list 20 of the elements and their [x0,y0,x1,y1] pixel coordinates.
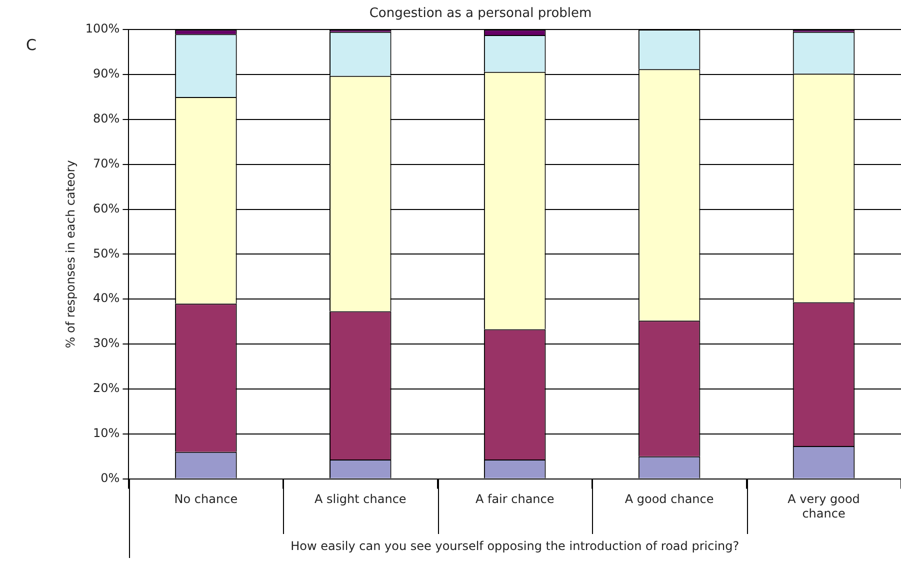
y-tick-label: 80% [93,112,120,126]
y-axis-title: % of responses in each cateory [63,160,78,348]
x-tick-label: No chance [174,492,238,506]
x-tick-label: A good chance [624,492,714,506]
y-tick-label: 10% [93,426,120,440]
y-tick-label: 0% [100,470,120,485]
y-tick-label: 20% [93,381,120,396]
y-tick-label: 30% [93,336,120,350]
x-tick-label: A very good chance [788,492,860,521]
y-tick-label: 50% [93,246,120,260]
y-tick-label: 70% [93,156,120,170]
text: C [26,36,36,54]
y-tick-label: 90% [93,66,120,81]
chart-title: Congestion as a personal problem [369,6,592,22]
x-axis-title: How easily can you see yourself opposing the introduction of road pricing? [290,538,740,553]
x-tick-label: A fair chance [475,492,554,506]
y-tick-label: 100% [85,22,120,36]
y-tick-label: 40% [93,291,120,306]
x-tick-label: A slight chance [314,492,406,506]
y-tick-label: 60% [93,201,120,216]
